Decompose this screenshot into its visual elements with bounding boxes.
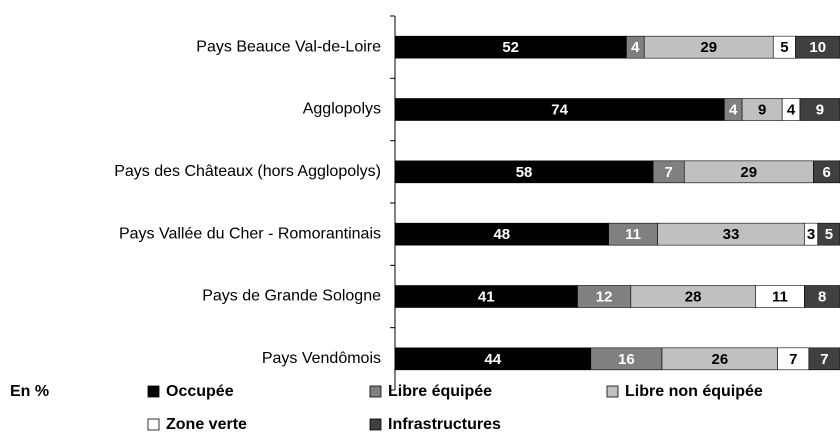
data-label: 52 [502, 39, 519, 56]
data-label: 9 [816, 101, 824, 118]
data-label: 7 [665, 164, 673, 181]
data-label: 8 [818, 288, 826, 305]
y-tick-label: Pays Vallée du Cher - Romorantinais [119, 225, 381, 242]
y-tick-label: Agglopolys [303, 101, 381, 118]
data-label: 33 [723, 226, 740, 243]
data-label: 74 [551, 101, 568, 118]
data-label: 4 [631, 39, 640, 56]
data-label: 7 [820, 351, 828, 368]
data-label: 44 [485, 351, 502, 368]
data-label: 11 [772, 288, 788, 305]
data-label: 12 [596, 288, 613, 305]
legend-swatch [606, 385, 619, 398]
data-label: 3 [807, 226, 815, 243]
data-label: 26 [712, 351, 729, 368]
y-tick-label: Pays de Grande Sologne [202, 288, 381, 305]
data-label: 5 [780, 39, 788, 56]
data-label: 11 [625, 226, 641, 243]
data-label: 16 [618, 351, 635, 368]
y-tick-label: Pays des Châteaux (hors Agglopolys) [114, 163, 381, 180]
legend-swatch [369, 418, 382, 431]
y-tick-label: Pays Vendômois [262, 350, 381, 367]
legend-label: Occupée [166, 383, 234, 400]
data-label: 29 [740, 164, 757, 181]
legend-label: Zone verte [166, 416, 247, 433]
data-label: 9 [758, 101, 766, 118]
y-tick-label: Pays Beauce Val-de-Loire [196, 38, 381, 55]
bar-segment [817, 222, 840, 246]
data-label: 28 [685, 288, 702, 305]
data-label: 58 [516, 164, 533, 181]
legend-swatch [147, 418, 160, 431]
data-label: 7 [789, 351, 797, 368]
data-label: 48 [493, 226, 510, 243]
legend-swatch [369, 385, 382, 398]
data-label: 4 [729, 101, 738, 118]
legend-label: Libre non équipée [625, 383, 763, 400]
legend-label: Libre équipée [388, 383, 492, 400]
legend-swatch [147, 385, 160, 398]
data-label: 41 [478, 288, 495, 305]
bar-segment [804, 285, 840, 308]
legend-label: Infrastructures [388, 416, 501, 433]
data-label: 5 [825, 226, 833, 243]
bar-segment [795, 35, 840, 59]
data-label: 6 [822, 164, 830, 181]
unit-note: En % [10, 383, 49, 400]
data-label: 10 [809, 39, 826, 56]
data-label: 29 [700, 39, 717, 56]
data-label: 4 [787, 101, 796, 118]
bar-segment [799, 98, 840, 121]
